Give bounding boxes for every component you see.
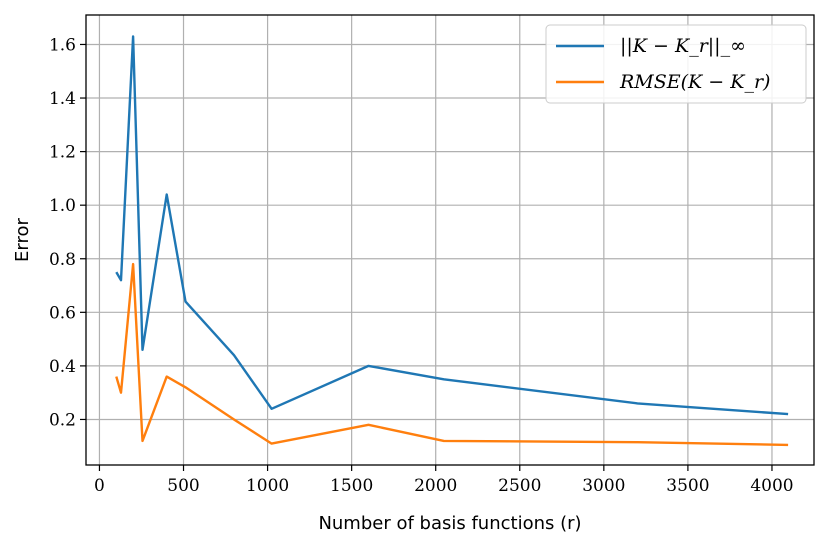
x-tick-label: 500 (167, 476, 199, 496)
x-tick-label: 3000 (582, 476, 625, 496)
x-tick-label: 0 (94, 476, 105, 496)
x-tick-label: 4000 (750, 476, 793, 496)
plot-frame (85, 14, 815, 466)
x-ticks: 0 500 1000 1500 2000 2500 3000 3500 4000 (94, 465, 794, 496)
legend-label-rmse: RMSE(K − K_r) (619, 71, 770, 93)
y-tick-label: 0.4 (49, 357, 76, 377)
y-tick-label: 1.0 (49, 196, 76, 216)
series-line-0 (115, 35, 789, 416)
x-tick-label: 3500 (666, 476, 709, 496)
x-tick-label: 2000 (414, 476, 457, 496)
y-ticks: 0.2 0.4 0.6 0.8 1.0 1.2 1.4 1.6 (49, 35, 86, 430)
legend: ||K − K_r||_∞ RMSE(K − K_r) (545, 24, 807, 104)
legend-label-norm: ||K − K_r||_∞ (620, 35, 746, 57)
x-tick-label: 1000 (246, 476, 289, 496)
plot-lines (115, 35, 789, 447)
y-tick-label: 1.4 (49, 89, 76, 109)
x-axis-label: Number of basis functions (r) (318, 513, 581, 534)
y-tick-label: 0.8 (49, 250, 76, 270)
x-tick-label: 2500 (498, 476, 541, 496)
y-tick-label: 0.6 (49, 303, 76, 323)
y-tick-label: 0.2 (49, 410, 76, 430)
legend-box (545, 24, 807, 104)
grid-lines (86, 15, 814, 465)
series-line-1 (115, 262, 789, 447)
y-tick-label: 1.2 (49, 143, 76, 163)
y-axis-label: Error (12, 217, 33, 261)
x-tick-label: 1500 (330, 476, 373, 496)
y-tick-label: 1.6 (49, 35, 76, 55)
